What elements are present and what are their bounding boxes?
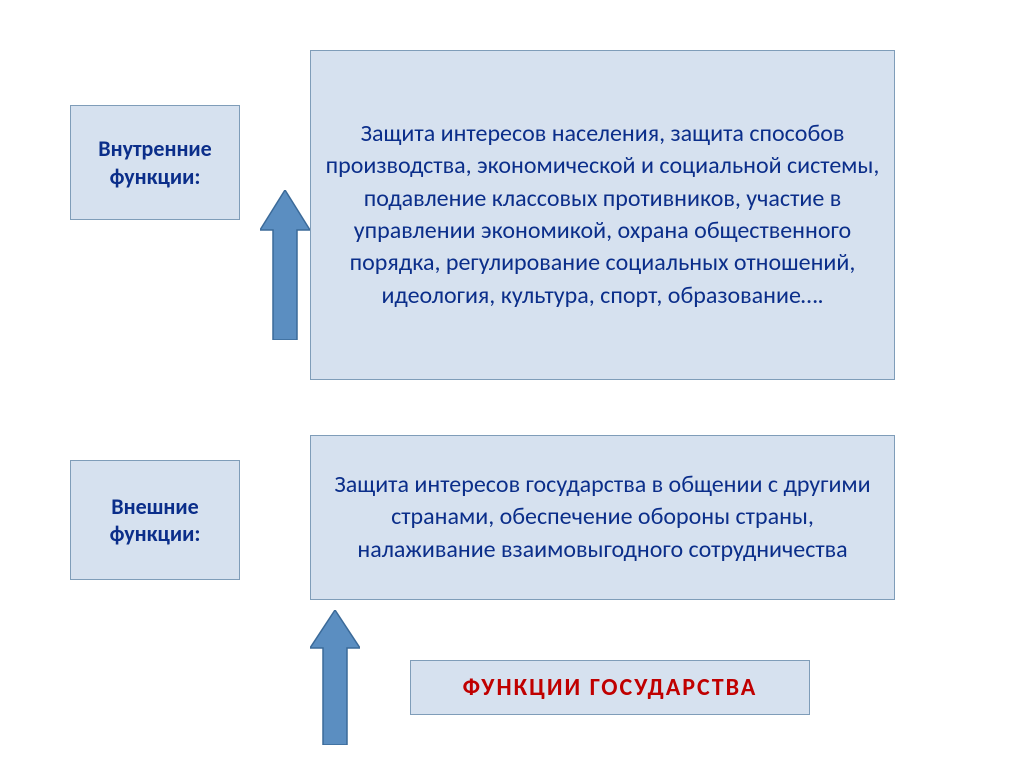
top-arrow-icon bbox=[260, 190, 310, 340]
bottom-arrow-icon bbox=[310, 610, 360, 745]
external-functions-content-text: Защита интересов государства в общении с… bbox=[325, 469, 880, 566]
internal-functions-content-text: Защита интересов населения, защита спосо… bbox=[325, 118, 880, 312]
internal-functions-content-box: Защита интересов населения, защита спосо… bbox=[310, 50, 895, 380]
functions-title-box: ФУНКЦИИ ГОСУДАРСТВА bbox=[410, 660, 810, 715]
functions-title-text: ФУНКЦИИ ГОСУДАРСТВА bbox=[463, 673, 758, 702]
internal-functions-label-box: Внутренние функции: bbox=[70, 105, 240, 220]
internal-functions-label-text: Внутренние функции: bbox=[85, 135, 225, 190]
external-functions-label-text: Внешние функции: bbox=[85, 493, 225, 548]
external-functions-content-box: Защита интересов государства в общении с… bbox=[310, 435, 895, 600]
external-functions-label-box: Внешние функции: bbox=[70, 460, 240, 580]
